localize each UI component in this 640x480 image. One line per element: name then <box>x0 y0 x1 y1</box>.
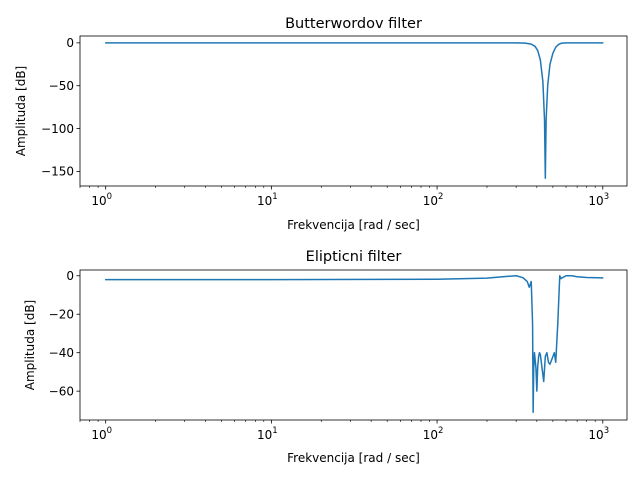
y-tick-label: 0 <box>66 269 74 283</box>
y-axis-label: Amplituda [dB] <box>14 66 28 157</box>
x-tick-label: 102 <box>423 192 444 208</box>
series-line <box>104 42 604 180</box>
series-line <box>104 275 604 414</box>
chart-title: Elipticni filter <box>306 249 402 265</box>
plot-area <box>79 35 628 187</box>
x-tick-label: 103 <box>588 426 609 442</box>
subplot-butterworth: Butterwordov filter 0−50−100−150 100 101 1… <box>14 16 628 232</box>
x-tick-label: 100 <box>91 192 112 208</box>
chart-title: Butterwordov filter <box>285 16 422 32</box>
y-tick-label: −100 <box>41 122 74 136</box>
x-axis: 100 101 102 103 <box>79 186 609 208</box>
y-tick-label: −50 <box>49 79 74 93</box>
y-tick-label: 0 <box>66 36 74 50</box>
y-tick-label: −40 <box>49 346 74 360</box>
x-axis-label: Frekvencija [rad / sec] <box>287 218 420 232</box>
y-tick-label: −20 <box>49 307 74 321</box>
plot-area <box>79 269 628 421</box>
x-axis: 100 101 102 103 <box>79 420 609 442</box>
y-tick-label: −60 <box>49 384 74 398</box>
y-axis-label: Amplituda [dB] <box>23 300 37 391</box>
x-axis-label: Frekvencija [rad / sec] <box>287 451 420 465</box>
x-tick-label: 103 <box>588 192 609 208</box>
y-tick-label: −150 <box>41 165 74 179</box>
x-tick-label: 101 <box>257 192 278 208</box>
subplot-elliptic: Elipticni filter 0 −20 −40 −60 100 101 102 103… <box>23 249 628 465</box>
x-tick-label: 102 <box>423 426 444 442</box>
x-tick-label: 100 <box>91 426 112 442</box>
y-axis: 0 −20 −40 −60 <box>49 269 80 398</box>
y-axis: 0 −50 −100 −150 <box>41 36 80 179</box>
x-tick-label: 101 <box>257 426 278 442</box>
